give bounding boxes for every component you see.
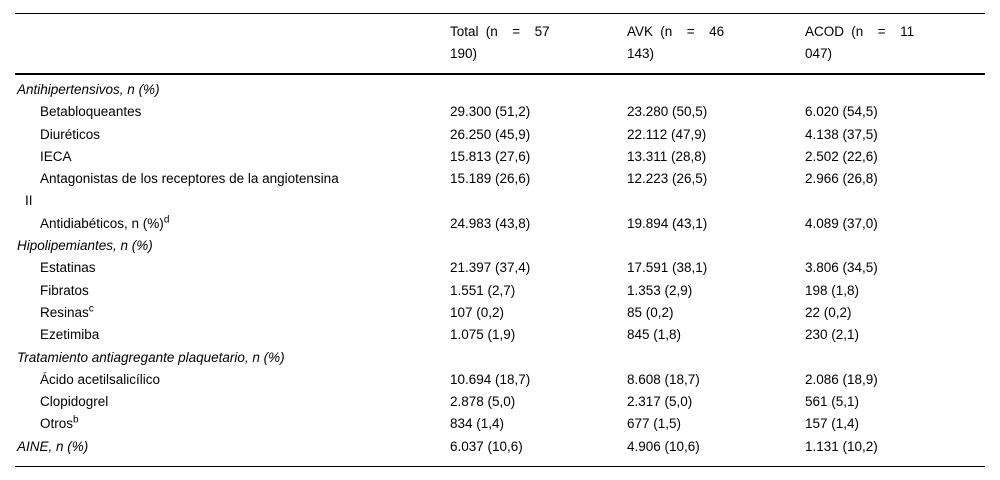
row-label: Antidiabéticos, n (%)d: [40, 214, 170, 231]
cell-avk: 19.894 (43,1): [627, 215, 708, 231]
column-header-empty: [15, 14, 450, 75]
table-row-estatinas: Estatinas 21.397 (37,4) 17.591 (38,1) 3.…: [15, 257, 985, 279]
cell-total: 26.250 (45,9): [450, 126, 531, 142]
medication-usage-table: Total (n = 57 190) AVK (n = 46 143) ACOD…: [15, 13, 985, 468]
cell-avk: 2.317 (5,0): [627, 394, 693, 410]
cell-avk: 12.223 (26,5): [627, 171, 708, 187]
row-label: Resinasc: [40, 303, 94, 320]
table-row-clopidogrel: Clopidogrel 2.878 (5,0) 2.317 (5,0) 561 …: [15, 391, 985, 413]
column-header-avk: AVK (n = 46 143): [627, 14, 805, 75]
table-body: Antihipertensivos, n (%) Betabloqueantes…: [15, 74, 985, 467]
table-row-ieca: IECA 15.813 (27,6) 13.311 (28,8) 2.502 (…: [15, 146, 985, 168]
cell-total: [450, 74, 627, 101]
table-row-antidiabeticos: Antidiabéticos, n (%)d 24.983 (43,8) 19.…: [15, 213, 985, 235]
table-row-otros: Otrosb 834 (1,4) 677 (1,5) 157 (1,4): [15, 413, 985, 435]
cell-acod: 4.138 (37,5): [805, 126, 878, 142]
row-label: Otrosb: [40, 414, 79, 432]
table-row-section-antihipertensivos: Antihipertensivos, n (%): [15, 74, 985, 101]
row-label: Antagonistas de los receptores de la ang…: [40, 171, 339, 187]
cell-total: 6.037 (10,6): [450, 438, 523, 454]
cell-acod: 1.131 (10,2): [805, 438, 878, 454]
header-row: Total (n = 57 190) AVK (n = 46 143) ACOD…: [15, 14, 985, 75]
cell-total: 21.397 (37,4): [450, 260, 531, 276]
column-header-total-line1: Total (n = 57: [450, 24, 550, 39]
column-header-avk-line2: 143): [627, 46, 655, 61]
cell-acod: [805, 74, 985, 101]
cell-acod: 22 (0,2): [805, 304, 852, 320]
table-row-aine: AINE, n (%) 6.037 (10,6) 4.906 (10,6) 1.…: [15, 436, 985, 467]
table-container: Total (n = 57 190) AVK (n = 46 143) ACOD…: [15, 13, 985, 468]
cell-total: 107 (0,2): [450, 304, 505, 320]
cell-avk: [627, 235, 805, 257]
cell-total: 1.075 (1,9): [450, 327, 516, 343]
table-row-fibratos: Fibratos 1.551 (2,7) 1.353 (2,9) 198 (1,…: [15, 280, 985, 302]
cell-avk: 845 (1,8): [627, 327, 682, 343]
table-row-acido-acetilsalicilico: Ácido acetilsalicílico 10.694 (18,7) 8.6…: [15, 369, 985, 391]
cell-acod: 4.089 (37,0): [805, 215, 878, 231]
column-header-acod-line2: 047): [805, 46, 833, 61]
cell-total: 24.983 (43,8): [450, 215, 531, 231]
section-label: Hipolipemiantes, n (%): [17, 238, 153, 254]
cell-acod: 198 (1,8): [805, 282, 860, 298]
column-header-avk-line1: AVK (n = 46: [627, 24, 725, 39]
cell-avk: 8.608 (18,7): [627, 371, 700, 387]
cell-avk: [627, 74, 805, 101]
cell-avk: 17.591 (38,1): [627, 260, 708, 276]
footnote-marker-c: c: [88, 303, 94, 315]
row-label: IECA: [40, 148, 72, 164]
section-label: Antihipertensivos, n (%): [17, 82, 160, 97]
cell-total: 15.813 (27,6): [450, 148, 531, 164]
row-label: Diuréticos: [40, 126, 101, 142]
row-label: Estatinas: [40, 260, 96, 276]
cell-acod: [805, 347, 985, 369]
cell-acod: 561 (5,1): [805, 394, 860, 410]
cell-avk: 85 (0,2): [627, 304, 674, 320]
row-label: Ezetimiba: [40, 327, 100, 343]
column-header-total: Total (n = 57 190): [450, 14, 627, 75]
table-header: Total (n = 57 190) AVK (n = 46 143) ACOD…: [15, 14, 985, 75]
table-row-diureticos: Diuréticos 26.250 (45,9) 22.112 (47,9) 4…: [15, 124, 985, 146]
cell-total: 2.878 (5,0): [450, 394, 516, 410]
footnote-marker-b: b: [73, 414, 79, 426]
row-label: Clopidogrel: [40, 394, 109, 410]
cell-avk: 1.353 (2,9): [627, 282, 693, 298]
table-row-antagonistas-angiotensina: Antagonistas de los receptores de la ang…: [15, 168, 985, 213]
cell-avk: 4.906 (10,6): [627, 438, 700, 454]
cell-avk: [627, 347, 805, 369]
footnote-marker-d: d: [163, 214, 170, 226]
table-row-section-antiagregante: Tratamiento antiagregante plaquetario, n…: [15, 347, 985, 369]
table-row-section-hipolipemiantes: Hipolipemiantes, n (%): [15, 235, 985, 257]
cell-total: 15.189 (26,6): [450, 171, 531, 187]
section-label: Tratamiento antiagregante plaquetario, n…: [17, 349, 285, 365]
cell-total: 1.551 (2,7): [450, 282, 516, 298]
table-row-betabloqueantes: Betabloqueantes 29.300 (51,2) 23.280 (50…: [15, 101, 985, 123]
row-label: Fibratos: [40, 282, 89, 298]
cell-avk: 23.280 (50,5): [627, 104, 708, 120]
cell-acod: 157 (1,4): [805, 416, 860, 432]
cell-acod: 3.806 (34,5): [805, 260, 878, 276]
cell-acod: 2.966 (26,8): [805, 171, 878, 187]
cell-avk: 677 (1,5): [627, 416, 682, 432]
cell-total: 834 (1,4): [450, 416, 505, 432]
cell-total: [450, 347, 627, 369]
row-label-wrap: II: [25, 193, 33, 209]
column-header-acod: ACOD (n = 11 047): [805, 14, 985, 75]
cell-total: 29.300 (51,2): [450, 104, 531, 120]
table-row-resinas: Resinasc 107 (0,2) 85 (0,2) 22 (0,2): [15, 302, 985, 324]
cell-acod: [805, 235, 985, 257]
cell-acod: 2.086 (18,9): [805, 371, 878, 387]
cell-total: 10.694 (18,7): [450, 371, 531, 387]
cell-acod: 2.502 (22,6): [805, 148, 878, 164]
cell-avk: 22.112 (47,9): [627, 126, 707, 142]
cell-avk: 13.311 (28,8): [627, 148, 707, 164]
section-label: AINE, n (%): [17, 438, 89, 454]
cell-total: [450, 235, 627, 257]
table-row-ezetimiba: Ezetimiba 1.075 (1,9) 845 (1,8) 230 (2,1…: [15, 324, 985, 346]
row-label: Ácido acetilsalicílico: [40, 371, 161, 387]
row-label: Betabloqueantes: [40, 104, 142, 120]
column-header-acod-line1: ACOD (n = 11: [805, 24, 915, 39]
cell-acod: 230 (2,1): [805, 327, 860, 343]
cell-acod: 6.020 (54,5): [805, 104, 878, 120]
column-header-total-line2: 190): [450, 46, 478, 61]
